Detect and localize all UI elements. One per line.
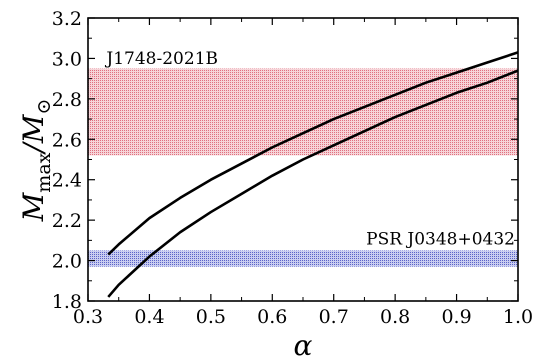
y-axis-title-base2: M bbox=[17, 113, 50, 144]
y-tick-label-5: 2.8 bbox=[52, 89, 82, 111]
axis-tick-labels: 0.3 0.4 0.5 0.6 0.7 0.8 0.9 1.0 1.8 2.0 2.2 2.4 2.6 2… bbox=[52, 8, 533, 328]
y-axis-title-base: M bbox=[17, 191, 50, 222]
series bbox=[107, 51, 518, 298]
y-tick-label-4: 2.6 bbox=[52, 129, 82, 151]
y-axis-title-sep: / bbox=[17, 141, 50, 156]
x-tick-label-5: 0.8 bbox=[380, 306, 410, 328]
x-axis-title: α bbox=[294, 329, 313, 362]
band-label-0: J1748-2021B bbox=[104, 49, 218, 69]
bands bbox=[88, 68, 518, 267]
y-axis-title-sub2: ⊙ bbox=[33, 99, 55, 115]
y-axis-title-sub: max bbox=[33, 152, 55, 192]
y-tick-label-1: 2.0 bbox=[52, 251, 82, 273]
y-tick-label-6: 3.0 bbox=[52, 48, 82, 70]
x-tick-label-6: 0.9 bbox=[441, 306, 471, 328]
x-tick-label-2: 0.5 bbox=[196, 306, 226, 328]
x-tick-label-7: 1.0 bbox=[503, 306, 533, 328]
x-tick-label-0: 0.3 bbox=[73, 306, 103, 328]
band-1 bbox=[88, 250, 518, 267]
band-label-1: PSR J0348+0432 bbox=[366, 229, 515, 249]
series-line-0 bbox=[107, 51, 518, 256]
x-tick-label-3: 0.6 bbox=[257, 306, 287, 328]
x-tick-label-1: 0.4 bbox=[134, 306, 164, 328]
y-tick-label-0: 1.8 bbox=[52, 291, 82, 313]
band-labels: J1748-2021B PSR J0348+0432 bbox=[104, 49, 515, 249]
y-tick-label-7: 3.2 bbox=[52, 8, 82, 30]
band-0 bbox=[88, 68, 518, 156]
y-tick-label-2: 2.2 bbox=[52, 210, 82, 232]
y-axis-title: Mmax/M⊙ bbox=[17, 99, 55, 223]
x-tick-label-4: 0.7 bbox=[319, 306, 349, 328]
axis-ticks bbox=[87, 17, 519, 302]
series-line-1 bbox=[107, 69, 518, 298]
y-tick-label-3: 2.4 bbox=[52, 170, 82, 192]
